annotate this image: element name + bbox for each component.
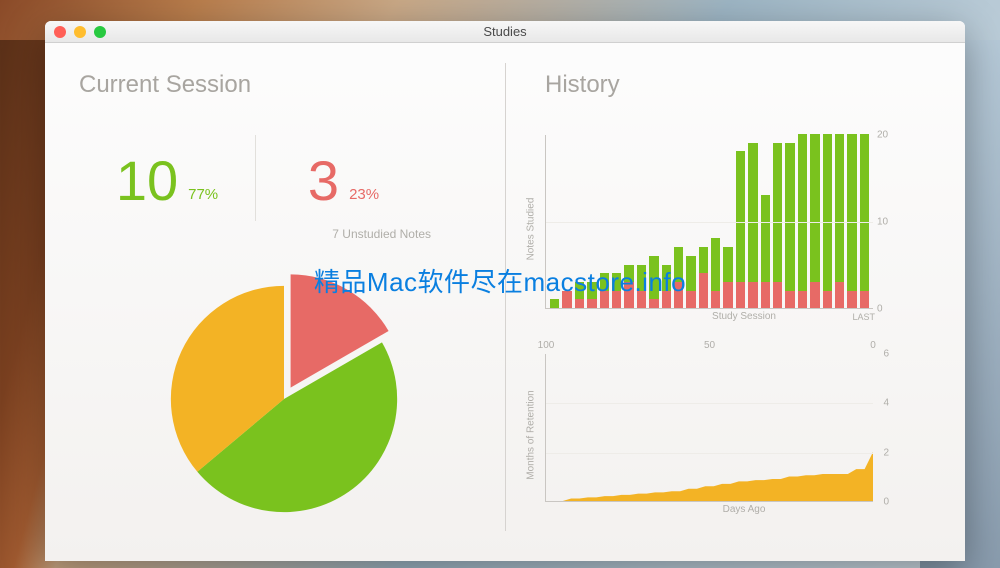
bar bbox=[785, 143, 794, 308]
window-title: Studies bbox=[45, 24, 965, 39]
area-ytick: 4 bbox=[883, 398, 889, 409]
session-stats: 10 77% 3 23% bbox=[79, 135, 489, 221]
bar bbox=[835, 134, 844, 308]
bar-segment-correct bbox=[798, 134, 807, 291]
bar-gridline bbox=[546, 222, 873, 223]
history-panel: History Notes Studied 01020LAST Study Se… bbox=[489, 71, 943, 551]
bar-segment-wrong bbox=[761, 282, 770, 308]
bar-segment-wrong bbox=[686, 291, 695, 308]
bar-segment-correct bbox=[699, 247, 708, 273]
bar bbox=[686, 256, 695, 308]
content-area: Current Session 10 77% 3 23% 7 Unstudied… bbox=[45, 43, 965, 561]
bar-segment-wrong bbox=[699, 273, 708, 308]
bar-segment-wrong bbox=[748, 282, 757, 308]
bar-segment-correct bbox=[847, 134, 856, 291]
area-gridline bbox=[546, 403, 873, 404]
bar-ytick: 20 bbox=[877, 130, 895, 141]
current-session-heading: Current Session bbox=[79, 71, 489, 99]
bar bbox=[810, 134, 819, 308]
correct-percent: 77% bbox=[188, 186, 218, 209]
bar bbox=[550, 299, 559, 308]
bar-segment-wrong bbox=[798, 291, 807, 308]
bar bbox=[823, 134, 832, 308]
bar-segment-correct bbox=[723, 247, 732, 282]
bar-ytick: 0 bbox=[877, 304, 895, 315]
bar-ytick: 10 bbox=[877, 217, 895, 228]
bar-segment-wrong bbox=[773, 282, 782, 308]
bar-segment-correct bbox=[686, 256, 695, 291]
bar-segment-wrong bbox=[575, 299, 584, 308]
correct-stat: 10 77% bbox=[79, 135, 255, 221]
bar-segment-wrong bbox=[810, 282, 819, 308]
bar bbox=[798, 134, 807, 308]
bar-segment-correct bbox=[773, 143, 782, 282]
area-xtick: 50 bbox=[704, 340, 715, 351]
bar-segment-wrong bbox=[823, 291, 832, 308]
wrong-stat: 3 23% bbox=[255, 135, 431, 221]
bar bbox=[699, 247, 708, 308]
area-xtick: 100 bbox=[538, 340, 555, 351]
bar-segment-correct bbox=[761, 195, 770, 282]
watermark-text: 精品Mac软件尽在macstore.info bbox=[314, 262, 686, 299]
current-session-panel: Current Session 10 77% 3 23% 7 Unstudied… bbox=[79, 71, 489, 551]
bar-segment-correct bbox=[736, 151, 745, 282]
bar-x-last-label: LAST bbox=[852, 312, 875, 322]
bar bbox=[723, 247, 732, 308]
bar-segment-wrong bbox=[847, 291, 856, 308]
area-ytick: 2 bbox=[883, 447, 889, 458]
bar bbox=[847, 134, 856, 308]
bar-segment-wrong bbox=[835, 282, 844, 308]
area-xtick: 0 bbox=[870, 340, 876, 351]
titlebar[interactable]: Studies bbox=[45, 21, 965, 43]
bar-y-axis-label: Notes Studied bbox=[526, 197, 537, 260]
correct-count: 10 bbox=[116, 153, 178, 209]
bar-segment-correct bbox=[810, 134, 819, 282]
bar-segment-correct bbox=[860, 134, 869, 291]
area-ytick: 6 bbox=[883, 349, 889, 360]
bar bbox=[736, 151, 745, 308]
bar-segment-correct bbox=[835, 134, 844, 282]
area-fill bbox=[546, 452, 873, 501]
bar bbox=[761, 195, 770, 308]
bar bbox=[748, 143, 757, 308]
bar-segment-wrong bbox=[785, 291, 794, 308]
bar-segment-correct bbox=[785, 143, 794, 291]
bar-segment-wrong bbox=[711, 291, 720, 308]
area-ytick: 0 bbox=[883, 497, 889, 508]
bar bbox=[711, 238, 720, 308]
wrong-percent: 23% bbox=[349, 186, 379, 209]
retention-chart: Months of Retention 0246100500 Days Ago bbox=[545, 354, 943, 515]
area-gridline bbox=[546, 453, 873, 454]
bar bbox=[773, 143, 782, 308]
bar-segment-wrong bbox=[736, 282, 745, 308]
bar bbox=[860, 134, 869, 308]
area-y-axis-label: Months of Retention bbox=[526, 390, 537, 480]
unstudied-note: 7 Unstudied Notes bbox=[79, 227, 431, 241]
bar-segment-correct bbox=[550, 299, 559, 308]
bar-segment-correct bbox=[823, 134, 832, 291]
bar-segment-correct bbox=[711, 238, 720, 290]
wrong-count: 3 bbox=[308, 153, 339, 209]
bar-segment-wrong bbox=[723, 282, 732, 308]
bar-segment-correct bbox=[748, 143, 757, 282]
bar-segment-wrong bbox=[649, 299, 658, 308]
history-heading: History bbox=[545, 71, 943, 99]
bar-segment-wrong bbox=[587, 299, 596, 308]
bar-segment-wrong bbox=[860, 291, 869, 308]
session-pie-chart bbox=[152, 267, 416, 531]
